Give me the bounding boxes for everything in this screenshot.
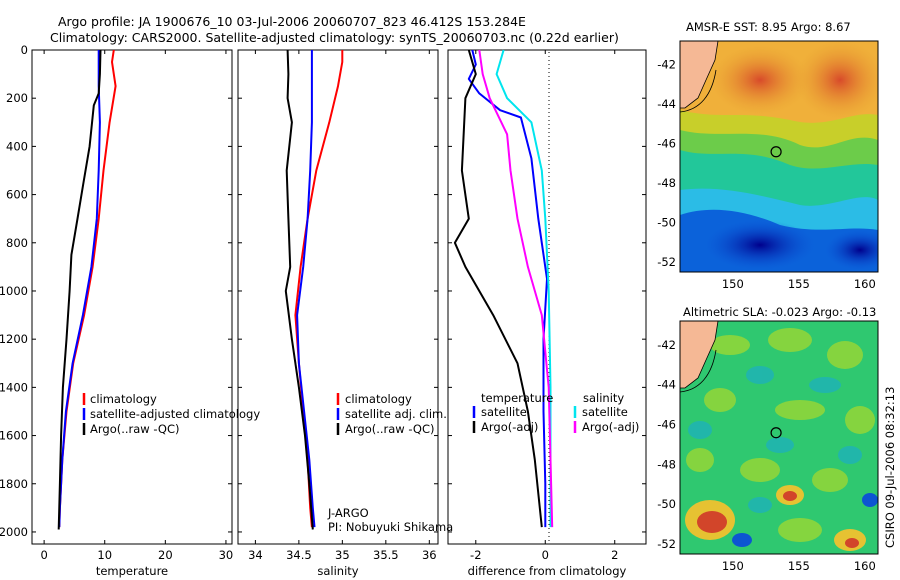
- y-tick-label: 1400: [0, 380, 28, 394]
- x-axis-label: salinity: [317, 564, 358, 578]
- y-tick-label: 800: [6, 236, 28, 250]
- y-tick-label: 1200: [0, 332, 28, 346]
- series-line-climatology: [294, 50, 344, 528]
- map-x-tick-label: 155: [788, 277, 810, 291]
- salinity-legend: climatology satellite adj. clim. Argo(..…: [327, 392, 453, 534]
- temperature-panel-frame: [31, 49, 233, 545]
- legend-label-argo: Argo(..raw -QC): [90, 422, 180, 436]
- legend-label-satellite-adjusted: satellite-adjusted climatology: [90, 407, 260, 421]
- map-y-tick-label: -46: [657, 137, 676, 151]
- legend-title-salinity: salinity: [583, 391, 624, 405]
- y-tick-label: 0: [21, 43, 28, 57]
- map-y-tick-label: -50: [657, 216, 676, 230]
- sla-map-frame: [679, 320, 879, 555]
- sla-float-position-marker: [770, 427, 782, 439]
- x-tick-label: 20: [158, 548, 173, 562]
- x-tick-label: 35: [335, 548, 350, 562]
- series-line-salinity-satellite: [495, 49, 552, 528]
- x-tick-label: 2: [611, 548, 618, 562]
- map-y-tick-label: -50: [657, 497, 676, 511]
- series-line-satellite-adj-clim-: [296, 50, 316, 528]
- map-x-tick-label: 150: [722, 277, 744, 291]
- legend-label-climatology: climatology: [345, 392, 412, 406]
- series-line-temperature-argo-adj-: [453, 49, 543, 528]
- series-line-argo-raw-qc-: [57, 49, 102, 530]
- series-line-temperature-satellite: [467, 49, 548, 528]
- y-tick-label: 1000: [0, 284, 28, 298]
- salinity-panel-frame: [237, 49, 439, 545]
- figure-title-line1: Argo profile: JA 1900676_10 03-Jul-2006 …: [58, 14, 526, 29]
- y-tick-label: 200: [6, 91, 28, 105]
- map-y-tick-label: -48: [657, 457, 676, 471]
- temperature-legend: climatology satellite-adjusted climatolo…: [82, 392, 260, 436]
- sla-map-field: [680, 321, 878, 554]
- map-x-tick-label: 160: [854, 277, 876, 291]
- x-axis-label: difference from climatology: [468, 564, 627, 578]
- y-tick-label: 400: [6, 139, 28, 153]
- x-axis-label: temperature: [96, 564, 168, 578]
- legend-label-climatology: climatology: [90, 392, 157, 406]
- sla-map-title: Altimetric SLA: -0.023 Argo: -0.13: [683, 305, 876, 319]
- map-y-tick-label: -42: [657, 338, 676, 352]
- x-tick-label: -2: [470, 548, 481, 562]
- y-tick-label: 2000: [0, 525, 28, 539]
- x-tick-label: 30: [219, 548, 234, 562]
- sst-map-frame: [679, 40, 879, 273]
- sst-map-field: [680, 41, 878, 272]
- map-y-tick-label: -42: [657, 58, 676, 72]
- legend-label-temp-argo: Argo(-adj): [481, 420, 538, 434]
- map-y-tick-label: -52: [657, 537, 676, 551]
- legend-label-satellite-adj-clim: satellite adj. clim.: [345, 407, 447, 421]
- map-x-tick-label: 150: [722, 559, 744, 573]
- legend-title-temperature: temperature: [481, 391, 553, 405]
- series-line-argo-raw-qc-: [284, 49, 314, 530]
- x-tick-label: 10: [97, 548, 112, 562]
- legend-label-sal-argo: Argo(-adj): [582, 420, 639, 434]
- profile-lines: [57, 49, 554, 530]
- x-tick-label: 0: [40, 548, 47, 562]
- legend-label-sal-satellite: satellite: [582, 405, 628, 419]
- map-x-tick-label: 160: [854, 559, 876, 573]
- x-tick-label: 34: [248, 548, 263, 562]
- difference-legend: temperature salinity satellite Argo(-adj…: [472, 391, 639, 434]
- map-y-tick-label: -46: [657, 418, 676, 432]
- series-line-satellite-adjusted-climatology: [58, 50, 101, 528]
- map-y-tick-label: -52: [657, 255, 676, 269]
- series-line-salinity-argo-adj-: [478, 49, 554, 528]
- csiro-timestamp: CSIRO 09-Jul-2006 08:32:13: [883, 387, 897, 548]
- sst-map-title: AMSR-E SST: 8.95 Argo: 8.67: [686, 20, 851, 34]
- x-tick-label: 36: [422, 548, 437, 562]
- x-tick-label: 35.5: [373, 548, 399, 562]
- map-y-tick-label: -44: [657, 97, 676, 111]
- difference-panel-frame: [447, 49, 647, 545]
- legend-label-temp-satellite: satellite: [481, 405, 527, 419]
- y-tick-label: 1800: [0, 477, 28, 491]
- principal-investigator-label: PI: Nobuyuki Shikama: [328, 520, 453, 534]
- float-program-label: J-ARGO: [327, 506, 369, 520]
- sst-float-position-marker: [770, 146, 782, 158]
- y-tick-label: 600: [6, 188, 28, 202]
- y-tick-label: 1600: [0, 429, 28, 443]
- figure-title-line2: Climatology: CARS2000. Satellite-adjuste…: [50, 30, 619, 45]
- x-tick-label: 0: [542, 548, 549, 562]
- map-y-tick-label: -44: [657, 378, 676, 392]
- map-y-tick-label: -48: [657, 176, 676, 190]
- axes-ticks-and-labels: 0 10 20 30020040060080010001200140016001800…: [0, 43, 876, 578]
- map-x-tick-label: 155: [788, 559, 810, 573]
- x-tick-label: 34.5: [286, 548, 312, 562]
- legend-label-argo: Argo(..raw -QC): [345, 422, 435, 436]
